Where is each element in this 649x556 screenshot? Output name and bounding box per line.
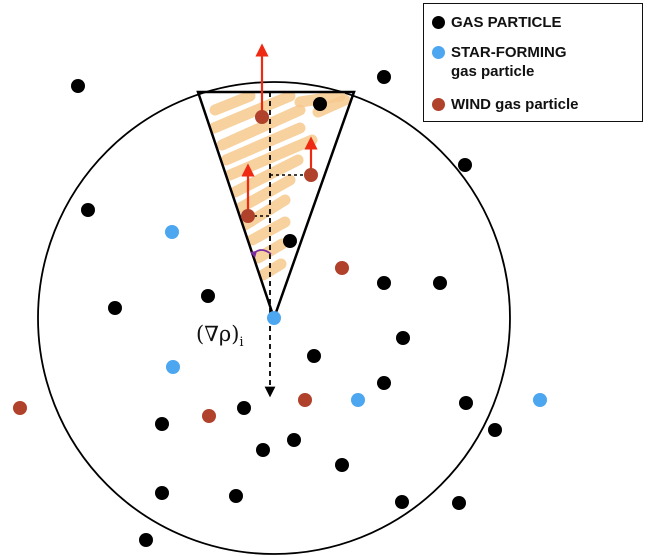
hatch-stroke [220, 122, 306, 166]
wind-cone [196, 90, 356, 322]
hatch-stroke [246, 216, 291, 246]
gas-particle [108, 301, 122, 315]
gas-particle [155, 486, 169, 500]
gradient-label: (∇ρ)i [196, 322, 244, 350]
gas-particle [377, 376, 391, 390]
gas-particle [256, 443, 270, 457]
legend-item-gas: GAS PARTICLE [432, 13, 562, 32]
gas-particle [287, 433, 301, 447]
gas-particle [155, 417, 169, 431]
gas-particle [307, 349, 321, 363]
wind-particle-dot [432, 98, 445, 111]
legend-item-star-forming: STAR-FORMING gas particle [432, 43, 567, 81]
wind-particle [13, 401, 27, 415]
star-forming-particle [166, 360, 180, 374]
hatch-stroke [252, 238, 288, 264]
wind-particle [202, 409, 216, 423]
star-forming-particle [533, 393, 547, 407]
wind-particle [335, 261, 349, 275]
legend-label: STAR-FORMING gas particle [451, 44, 567, 80]
gas-particle [81, 203, 95, 217]
hatch-stroke [229, 154, 304, 198]
legend-item-wind: WIND gas particle [432, 95, 579, 114]
particle-layer [13, 70, 547, 547]
star-forming-particle-dot [432, 46, 445, 59]
gas-particle [237, 401, 251, 415]
gas-particle [313, 97, 327, 111]
hatch-stroke [208, 92, 296, 134]
hatch-stroke [216, 104, 306, 151]
wind-particle [241, 209, 255, 223]
star-forming-particle [165, 225, 179, 239]
gas-particle [395, 495, 409, 509]
gradient-label-sub: i [239, 335, 244, 351]
gas-particle [377, 70, 391, 84]
gas-particle [283, 234, 297, 248]
wind-particle [255, 110, 269, 124]
hatch-stroke [257, 258, 287, 281]
gas-particle-dot [432, 16, 445, 29]
gas-particle [396, 331, 410, 345]
gradient-label-main: (∇ρ) [196, 322, 240, 346]
gas-particle [433, 276, 447, 290]
gas-particle [139, 533, 153, 547]
star-forming-particle [351, 393, 365, 407]
gas-particle [458, 158, 472, 172]
star-forming-particle [267, 311, 281, 325]
legend: GAS PARTICLE STAR-FORMING gas particle W… [423, 3, 643, 122]
wind-particle [298, 393, 312, 407]
gas-particle [71, 79, 85, 93]
search-sphere-circle [37, 81, 511, 555]
gas-particle [335, 458, 349, 472]
gas-particle [201, 289, 215, 303]
legend-label: GAS PARTICLE [451, 14, 562, 31]
hatch-stroke [209, 92, 256, 116]
wind-particle [304, 168, 318, 182]
legend-label: WIND gas particle [451, 96, 579, 113]
gas-particle [377, 276, 391, 290]
gas-particle [459, 396, 473, 410]
gas-particle [229, 489, 243, 503]
gas-particle [488, 423, 502, 437]
cone-hatch [208, 92, 351, 281]
gas-particle [452, 496, 466, 510]
